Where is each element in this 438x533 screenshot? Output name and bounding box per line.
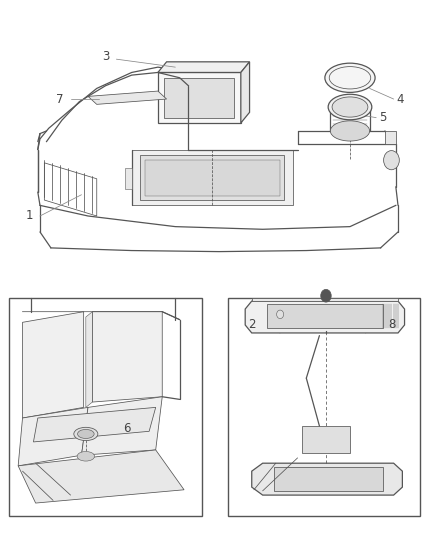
- Text: 5: 5: [379, 111, 386, 124]
- Polygon shape: [241, 62, 250, 123]
- Polygon shape: [125, 168, 132, 189]
- Ellipse shape: [77, 451, 95, 461]
- Polygon shape: [164, 78, 234, 118]
- Polygon shape: [267, 304, 383, 328]
- Text: 1: 1: [25, 209, 33, 222]
- Text: 3: 3: [102, 50, 109, 63]
- Circle shape: [384, 151, 399, 169]
- Polygon shape: [158, 72, 241, 123]
- Polygon shape: [274, 467, 383, 491]
- Polygon shape: [252, 298, 398, 301]
- Ellipse shape: [332, 97, 368, 117]
- Circle shape: [321, 289, 331, 302]
- Polygon shape: [22, 312, 84, 418]
- Polygon shape: [86, 312, 92, 407]
- Bar: [228, 298, 420, 516]
- Polygon shape: [33, 407, 155, 442]
- Ellipse shape: [325, 63, 375, 92]
- Bar: [10, 298, 201, 516]
- Ellipse shape: [74, 427, 98, 441]
- Polygon shape: [252, 463, 403, 495]
- Polygon shape: [245, 301, 405, 333]
- Ellipse shape: [78, 430, 94, 439]
- Text: 7: 7: [56, 93, 64, 106]
- Circle shape: [277, 310, 284, 319]
- Text: 8: 8: [388, 319, 395, 332]
- Polygon shape: [18, 450, 184, 503]
- Ellipse shape: [328, 94, 372, 120]
- Polygon shape: [132, 150, 293, 205]
- Polygon shape: [92, 312, 162, 402]
- Text: 6: 6: [124, 422, 131, 435]
- Polygon shape: [302, 426, 350, 453]
- Polygon shape: [81, 397, 162, 455]
- Polygon shape: [141, 155, 285, 200]
- Polygon shape: [158, 62, 250, 72]
- Text: 2: 2: [248, 319, 255, 332]
- Text: 4: 4: [396, 93, 404, 106]
- Polygon shape: [385, 131, 396, 144]
- Polygon shape: [145, 160, 280, 196]
- Ellipse shape: [330, 121, 370, 141]
- Polygon shape: [18, 407, 88, 466]
- Polygon shape: [88, 91, 166, 104]
